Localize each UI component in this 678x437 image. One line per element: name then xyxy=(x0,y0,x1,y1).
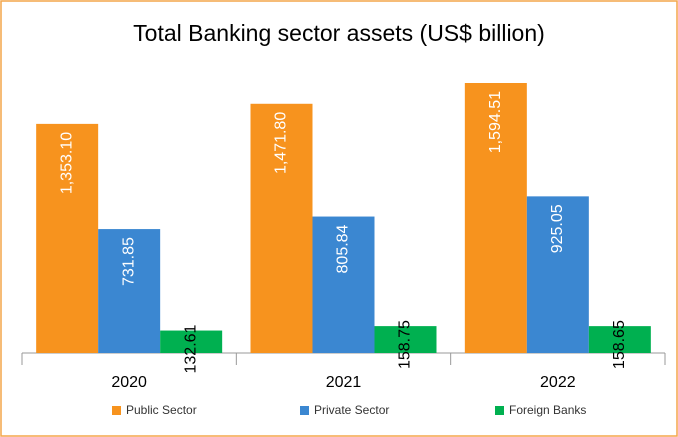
data-label: 805.84 xyxy=(335,224,352,273)
data-label: 1,471.80 xyxy=(273,112,290,174)
legend-label: Private Sector xyxy=(314,403,389,417)
x-tick-label: 2022 xyxy=(540,374,576,391)
x-tick-label: 2021 xyxy=(326,374,362,391)
data-label: 1,594.51 xyxy=(487,91,504,153)
data-label: 158.65 xyxy=(611,320,628,369)
legend-swatch xyxy=(300,406,309,415)
data-label: 158.75 xyxy=(397,320,414,369)
bar xyxy=(374,326,437,353)
legend-swatch xyxy=(112,406,121,415)
data-label: 925.05 xyxy=(549,204,566,253)
x-tick-label: 2020 xyxy=(111,374,147,391)
legend-label: Public Sector xyxy=(126,403,197,417)
bar xyxy=(160,330,223,353)
bar xyxy=(526,196,589,353)
data-label: 1,353.10 xyxy=(58,132,75,194)
data-label: 731.85 xyxy=(120,237,137,286)
bar xyxy=(98,229,161,353)
data-label: 132.61 xyxy=(182,324,199,373)
bar xyxy=(36,123,99,353)
bar xyxy=(312,216,375,353)
bar xyxy=(250,103,313,353)
bar xyxy=(464,83,527,353)
legend-label: Foreign Banks xyxy=(509,403,586,417)
legend-swatch xyxy=(495,406,504,415)
bar xyxy=(588,326,651,353)
chart-title: Total Banking sector assets (US$ billion… xyxy=(133,20,545,46)
